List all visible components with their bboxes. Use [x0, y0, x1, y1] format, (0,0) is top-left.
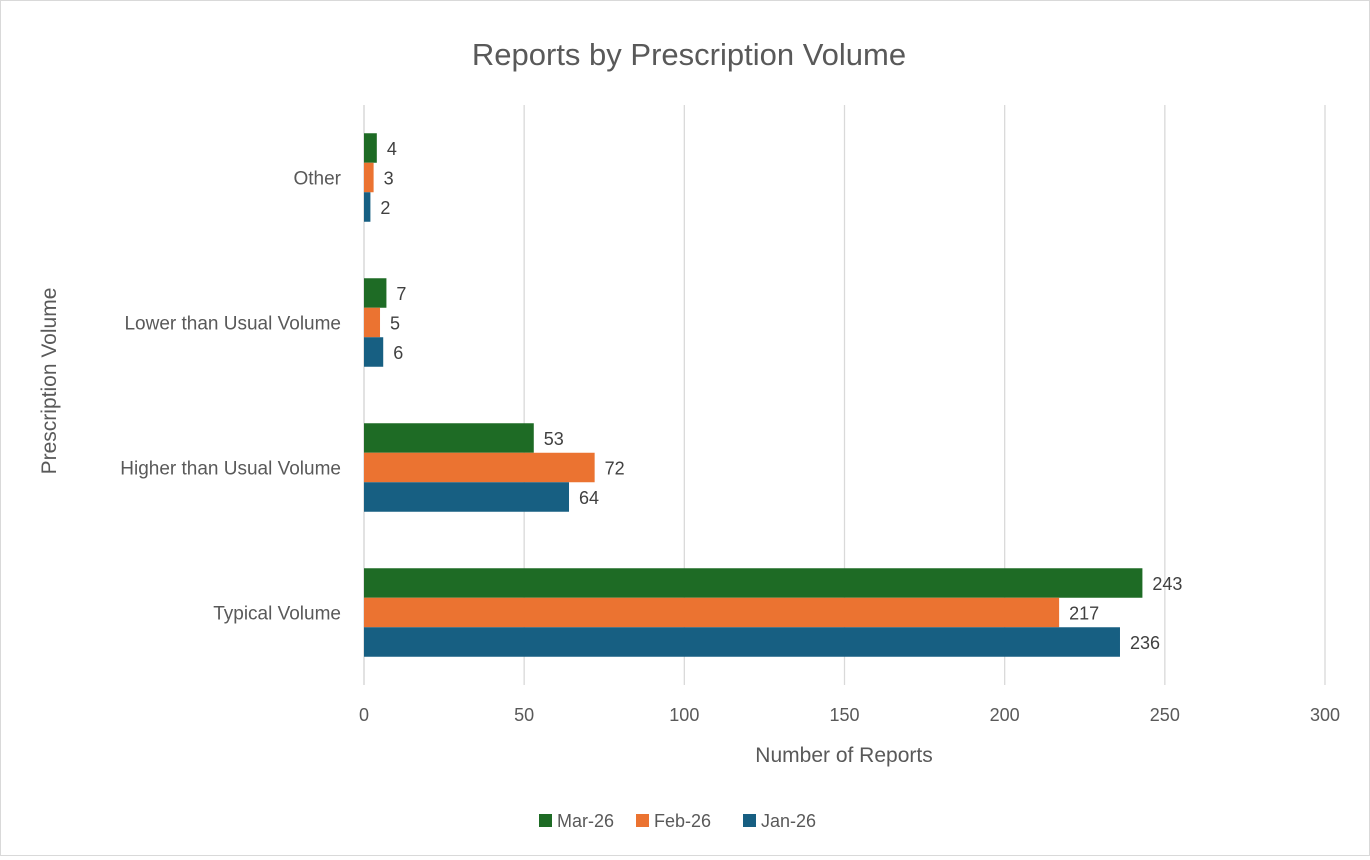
legend-swatch [539, 814, 552, 827]
legend-item: Jan-26 [743, 811, 816, 831]
bar [364, 423, 534, 453]
data-label: 7 [396, 284, 406, 304]
y-tick-label: Other [293, 169, 341, 190]
legend-label: Mar-26 [557, 811, 614, 831]
x-axis-title: Number of Reports [755, 744, 932, 767]
x-tick-label: 250 [1150, 705, 1180, 725]
x-tick-label: 200 [990, 705, 1020, 725]
y-tick-label: Lower than Usual Volume [124, 314, 341, 335]
data-label: 3 [384, 169, 394, 189]
legend-label: Feb-26 [654, 811, 711, 831]
x-tick-label: 0 [359, 705, 369, 725]
data-label: 72 [605, 459, 625, 479]
bar [364, 627, 1120, 657]
bars: 4 3 2 7 5 6 53 72 64 243 217 236 [364, 133, 1182, 657]
y-axis-tick-labels: Other Lower than Usual Volume Higher than … [120, 169, 341, 625]
x-tick-label: 50 [514, 705, 534, 725]
data-label: 5 [390, 314, 400, 334]
data-label: 217 [1069, 604, 1099, 624]
bar [364, 568, 1143, 598]
x-tick-label: 150 [829, 705, 859, 725]
bar [364, 452, 595, 483]
gridlines [363, 105, 1326, 685]
bar [364, 192, 371, 222]
data-label: 4 [387, 139, 397, 159]
chart-title: Reports by Prescription Volume [472, 37, 906, 72]
x-tick-label: 100 [669, 705, 699, 725]
bar [364, 133, 377, 163]
bar [364, 597, 1060, 628]
legend-item: Feb-26 [636, 811, 711, 831]
bar [364, 162, 374, 193]
x-axis-tick-labels: 0 50 100 150 200 250 300 [359, 705, 1340, 725]
y-axis-title: Prescription Volume [38, 288, 61, 475]
legend-swatch [743, 814, 756, 827]
legend-label: Jan-26 [761, 811, 816, 831]
y-tick-label: Higher than Usual Volume [120, 459, 341, 480]
y-tick-label: Typical Volume [213, 604, 341, 625]
bar [364, 482, 570, 512]
bar [364, 278, 387, 308]
data-label: 236 [1130, 633, 1160, 653]
bar [364, 307, 381, 338]
legend: Mar-26 Feb-26 Jan-26 [539, 811, 816, 831]
data-label: 6 [393, 343, 403, 363]
legend-swatch [636, 814, 649, 827]
data-label: 64 [579, 488, 599, 508]
data-label: 53 [544, 429, 564, 449]
bar [364, 337, 384, 367]
data-label: 2 [380, 198, 390, 218]
legend-item: Mar-26 [539, 811, 614, 831]
data-label: 243 [1152, 574, 1182, 594]
x-tick-label: 300 [1310, 705, 1340, 725]
